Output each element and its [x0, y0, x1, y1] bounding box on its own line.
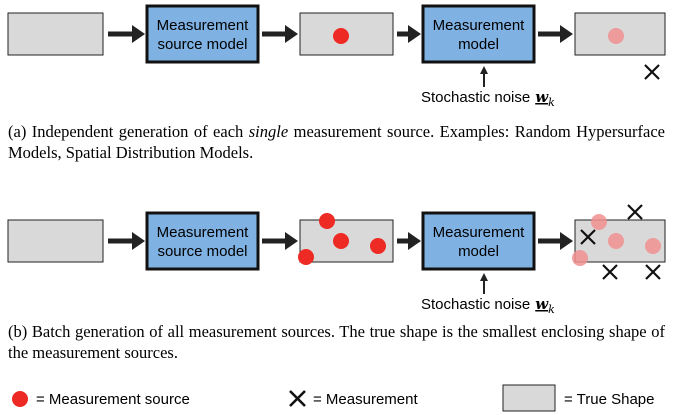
legend-label: = Measurement source [36, 391, 190, 408]
legend-label: = Measurement [313, 391, 418, 408]
model-label: Measurement [433, 224, 526, 241]
measurement-source [333, 233, 349, 249]
model-label: source model [157, 243, 247, 260]
measurement [602, 264, 618, 280]
measurement-source [298, 249, 314, 265]
measurement-source-faded [572, 250, 588, 266]
measurement-source-faded [608, 28, 624, 44]
noise-subscript: k [548, 303, 555, 316]
arrow-head [480, 66, 488, 74]
measurement [580, 229, 596, 245]
model-label: Measurement [157, 17, 250, 34]
model-label: Measurement [157, 224, 250, 241]
arrow-head [132, 25, 145, 43]
true-shape [7, 219, 104, 263]
model-label: model [458, 36, 499, 53]
measurement-source [319, 213, 335, 229]
measurement [644, 64, 660, 80]
caption-b: (b) Batch generation of all measurement … [8, 322, 665, 362]
measurement-source-faded [591, 214, 607, 230]
model-label: source model [157, 36, 247, 53]
noise-symbol: w [535, 295, 549, 313]
noise-text: Stochastic noise [421, 296, 530, 313]
measurement [645, 264, 661, 280]
measurement-source-faded [608, 233, 624, 249]
noise-symbol: w [535, 88, 549, 106]
true-shape [7, 12, 104, 56]
caption-text: measurement source. Examples: Random Hyp… [8, 122, 665, 162]
model-box [421, 211, 536, 271]
arrow-head [408, 25, 421, 43]
model-box [421, 4, 536, 64]
model-label: model [458, 243, 499, 260]
arrow-head [285, 25, 298, 43]
arrow-head [408, 232, 421, 250]
arrow-head [480, 273, 488, 281]
arrow-head [285, 232, 298, 250]
noise-label: Stochastic noise wk [421, 88, 555, 109]
measurement-source [12, 391, 28, 407]
noise-text: Stochastic noise [421, 89, 530, 106]
arrow-head [132, 232, 145, 250]
arrow-head [560, 25, 573, 43]
model-box [145, 211, 260, 271]
measurement-source [370, 238, 386, 254]
measurement-source-faded [645, 238, 661, 254]
caption-text: (a) Independent generation of each [8, 122, 244, 141]
noise-label: Stochastic noise wk [421, 295, 555, 316]
arrow-head [560, 232, 573, 250]
measurement-source [333, 28, 349, 44]
legend-label: = True Shape [564, 391, 654, 408]
noise-subscript: k [548, 96, 555, 109]
measurement [627, 204, 643, 220]
legend-cross [289, 390, 306, 407]
true-shape [502, 384, 556, 412]
model-label: Measurement [433, 17, 526, 34]
caption-emphasis: single [248, 122, 289, 141]
model-box [145, 4, 260, 64]
caption-a: (a) Independent generation of each singl… [8, 121, 665, 163]
